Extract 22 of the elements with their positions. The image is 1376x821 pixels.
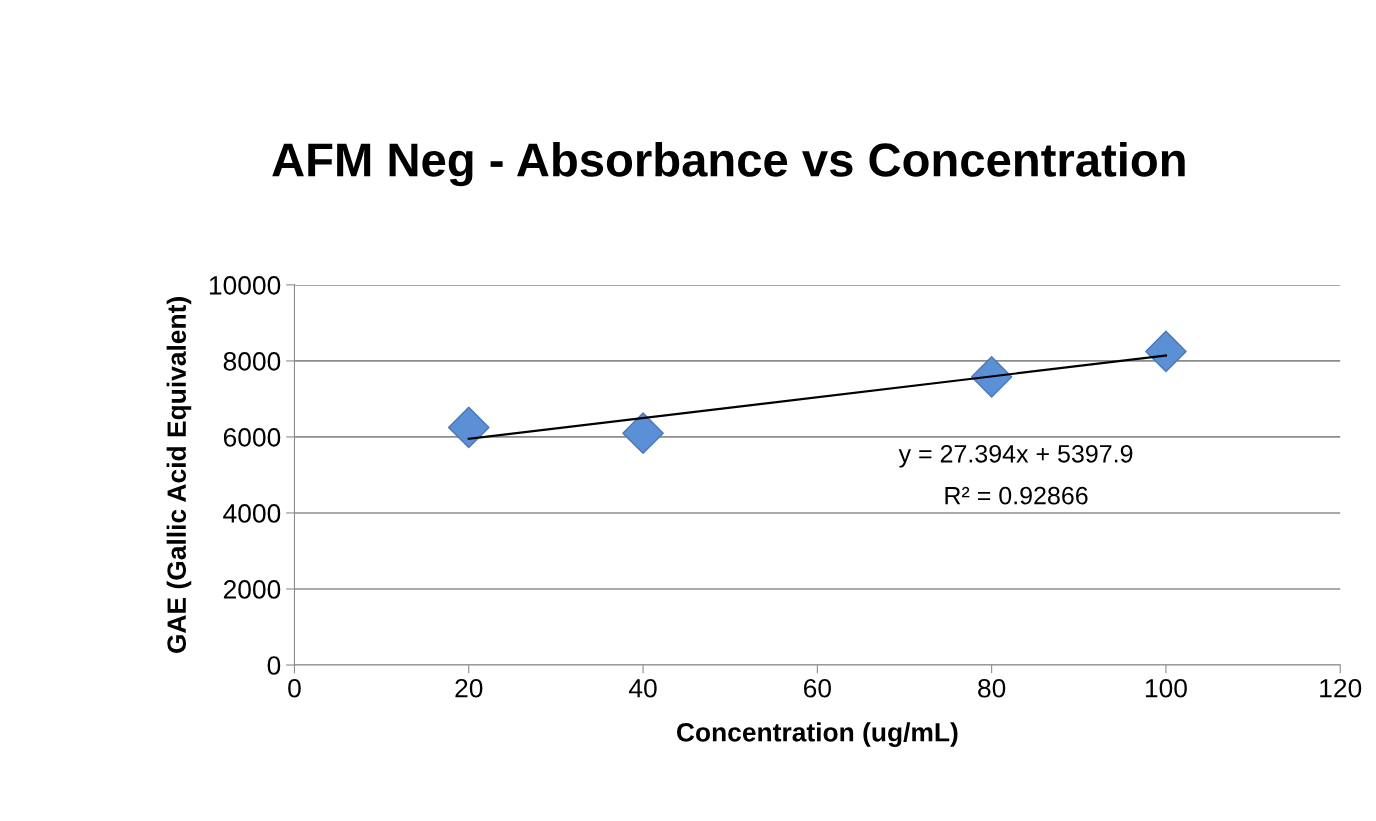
y-tick-label: 0 bbox=[267, 656, 281, 675]
x-tick-label: 100 bbox=[1145, 678, 1187, 698]
point bbox=[1145, 330, 1187, 373]
y-axis-title: GAE (Gallic Acid Equivalent) bbox=[166, 297, 192, 653]
y-tick-label: 8000 bbox=[223, 352, 281, 371]
x-tick-label: 120 bbox=[1320, 678, 1362, 698]
annotation: R² = 0.92866 bbox=[945, 486, 1088, 505]
x-tick-label: 40 bbox=[628, 678, 657, 698]
x-tick-label: 80 bbox=[978, 678, 1006, 698]
x-tick-label: 20 bbox=[455, 678, 483, 698]
y-tick-label: 6000 bbox=[223, 428, 281, 447]
y-tick-label: 2000 bbox=[223, 580, 281, 599]
y-tick-label: 10000 bbox=[209, 276, 281, 295]
annotation: y = 27.394x + 5397.9 bbox=[898, 444, 1133, 468]
x-tick-label: 60 bbox=[804, 678, 831, 698]
x-tick-label: 0 bbox=[288, 678, 301, 698]
y-tick-label: 4000 bbox=[223, 504, 281, 523]
chart-title: AFM Neg - Absorbance vs Concentration bbox=[272, 142, 1185, 187]
point bbox=[447, 406, 490, 449]
x-axis-title: Concentration (ug/mL) bbox=[676, 722, 958, 747]
point bbox=[970, 356, 1013, 398]
point bbox=[622, 412, 664, 454]
